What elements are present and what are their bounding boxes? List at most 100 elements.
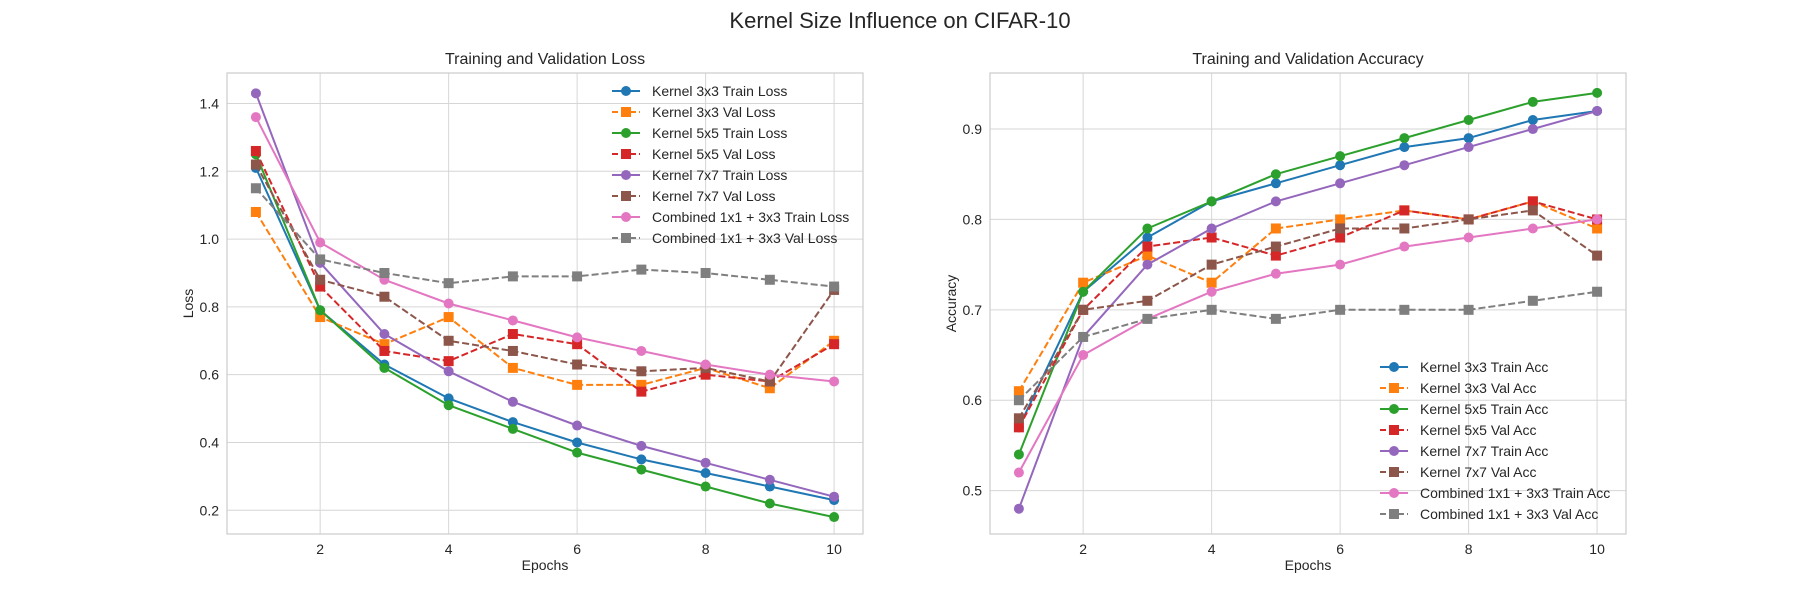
- loss-chart-legend-label: Kernel 7x7 Val Loss: [652, 188, 775, 204]
- loss-chart-data-point: [636, 464, 647, 475]
- accuracy-chart-data-point: [1206, 304, 1217, 315]
- figure-title: Kernel Size Influence on CIFAR-10: [729, 8, 1070, 33]
- accuracy-chart-data-point: [1527, 124, 1538, 135]
- accuracy-chart-data-point: [1335, 160, 1346, 171]
- loss-chart-legend-label: Kernel 5x5 Val Loss: [652, 146, 775, 162]
- accuracy-chart-data-point: [1335, 151, 1346, 162]
- accuracy-chart-legend-label: Kernel 7x7 Val Acc: [1420, 464, 1536, 480]
- accuracy-chart-y-tick-label: 0.6: [963, 392, 983, 408]
- accuracy-chart-data-point: [1463, 133, 1474, 144]
- accuracy-chart-data-point: [1013, 422, 1024, 433]
- accuracy-chart-series-line: [1018, 200, 1598, 428]
- loss-chart-series-combined-1x1-3x3-val-loss: [250, 183, 840, 292]
- loss-chart-data-point: [572, 437, 583, 448]
- loss-chart-data-point: [572, 379, 583, 390]
- accuracy-chart-data-point: [1206, 223, 1217, 234]
- loss-chart-legend-item: Combined 1x1 + 3x3 Train Loss: [612, 209, 849, 225]
- accuracy-chart-legend-item: Kernel 5x5 Train Acc: [1380, 401, 1548, 417]
- accuracy-chart-data-point: [1592, 105, 1603, 116]
- accuracy-chart-data-point: [1463, 304, 1474, 315]
- accuracy-chart-data-point: [1527, 96, 1538, 107]
- accuracy-chart-data-point: [1206, 232, 1217, 243]
- loss-chart-data-point: [507, 362, 518, 373]
- accuracy-chart-data-point: [1078, 350, 1089, 361]
- loss-chart-data-point: [572, 447, 583, 458]
- accuracy-chart-series: [1013, 87, 1603, 514]
- loss-chart-data-point: [700, 369, 711, 380]
- accuracy-chart-legend-marker: [1389, 446, 1399, 456]
- accuracy-chart-data-point: [1335, 232, 1346, 243]
- accuracy-chart-legend-label: Combined 1x1 + 3x3 Val Acc: [1420, 506, 1598, 522]
- loss-chart-data-point: [829, 281, 840, 292]
- accuracy-chart-data-point: [1335, 259, 1346, 270]
- loss-chart-data-point: [379, 362, 390, 373]
- accuracy-chart-data-point: [1592, 87, 1603, 98]
- loss-chart-legend-label: Kernel 3x3 Val Loss: [652, 104, 775, 120]
- accuracy-chart-data-point: [1206, 196, 1217, 207]
- loss-chart-data-point: [764, 274, 775, 285]
- loss-chart-y-ticks: 0.2 0.4 0.6 0.8 1.0 1.2 1.4: [200, 96, 220, 519]
- loss-chart-data-point: [250, 88, 261, 99]
- accuracy-chart-series-line: [1018, 209, 1598, 419]
- accuracy-chart-data-point: [1270, 268, 1281, 279]
- loss-chart-series-kernel-7x7-train-loss: [250, 88, 840, 502]
- accuracy-chart-legend-label: Kernel 7x7 Train Acc: [1420, 443, 1548, 459]
- accuracy-chart-legend-label: Kernel 3x3 Train Acc: [1420, 359, 1548, 375]
- loss-chart-data-point: [829, 512, 840, 523]
- accuracy-chart-data-point: [1142, 250, 1153, 261]
- accuracy-chart-data-point: [1592, 223, 1603, 234]
- accuracy-chart-data-point: [1527, 223, 1538, 234]
- accuracy-chart-data-point: [1013, 386, 1024, 397]
- accuracy-chart-legend-label: Kernel 5x5 Train Acc: [1420, 401, 1548, 417]
- loss-chart-data-point: [315, 254, 326, 265]
- accuracy-chart-y-tick-label: 0.7: [963, 302, 983, 318]
- accuracy-chart-data-point: [1142, 313, 1153, 324]
- accuracy-chart-title: Training and Validation Accuracy: [1192, 51, 1423, 68]
- loss-chart-x-tick-label: 8: [702, 541, 710, 557]
- loss-chart-data-point: [636, 440, 647, 451]
- loss-chart-data-point: [379, 329, 390, 340]
- loss-chart-panel: Training and Validation Loss 2 4 6 8 10 0.20…: [180, 51, 864, 573]
- loss-chart-legend-item: Kernel 3x3 Val Loss: [612, 104, 775, 120]
- loss-chart-legend-item: Combined 1x1 + 3x3 Val Loss: [612, 230, 837, 246]
- loss-chart-data-point: [507, 423, 518, 434]
- loss-chart-legend-label: Kernel 5x5 Train Loss: [652, 125, 787, 141]
- accuracy-chart-data-point: [1013, 413, 1024, 424]
- loss-chart-data-point: [572, 271, 583, 282]
- loss-chart-legend-label: Combined 1x1 + 3x3 Train Loss: [652, 209, 849, 225]
- accuracy-chart-data-point: [1399, 223, 1410, 234]
- accuracy-chart-data-point: [1463, 142, 1474, 153]
- loss-chart-data-point: [315, 312, 326, 323]
- accuracy-chart-legend-item: Kernel 5x5 Val Acc: [1380, 422, 1536, 438]
- accuracy-chart-series-line: [1017, 110, 1598, 510]
- accuracy-chart-grid: [990, 73, 1626, 534]
- loss-chart-data-point: [636, 454, 647, 465]
- loss-chart-data-point: [315, 281, 326, 292]
- loss-chart-data-point: [250, 183, 261, 194]
- accuracy-chart-legend-marker: [1389, 488, 1399, 498]
- loss-chart-legend-label: Kernel 7x7 Train Loss: [652, 167, 787, 183]
- loss-chart-legend-marker: [621, 86, 631, 96]
- loss-chart-data-point: [315, 237, 326, 248]
- loss-chart-legend-label: Combined 1x1 + 3x3 Val Loss: [652, 230, 837, 246]
- accuracy-chart-x-tick-label: 10: [1589, 541, 1605, 557]
- accuracy-chart-x-ticks: 2 4 6 8 10: [1079, 541, 1605, 557]
- loss-chart-data-point: [507, 271, 518, 282]
- loss-chart-series-line: [254, 92, 835, 498]
- loss-chart-data-point: [700, 481, 711, 492]
- accuracy-chart-data-point: [1270, 178, 1281, 189]
- loss-chart-grid: [227, 73, 863, 534]
- accuracy-chart-series-line: [1018, 200, 1598, 392]
- loss-chart-data-point: [379, 339, 390, 350]
- accuracy-chart-data-point: [1013, 503, 1024, 514]
- loss-chart-series-line: [254, 150, 835, 393]
- accuracy-chart-data-point: [1399, 304, 1410, 315]
- loss-chart-data-point: [572, 420, 583, 431]
- loss-chart-data-point: [636, 366, 647, 377]
- loss-chart-y-tick-label: 0.8: [200, 299, 220, 315]
- loss-chart-data-point: [250, 112, 261, 123]
- loss-chart-legend-item: Kernel 7x7 Val Loss: [612, 188, 775, 204]
- accuracy-chart-data-point: [1463, 232, 1474, 243]
- accuracy-chart-legend-label: Kernel 5x5 Val Acc: [1420, 422, 1536, 438]
- accuracy-chart-series-combined-1x1-3x3-val-acc: [1013, 286, 1603, 406]
